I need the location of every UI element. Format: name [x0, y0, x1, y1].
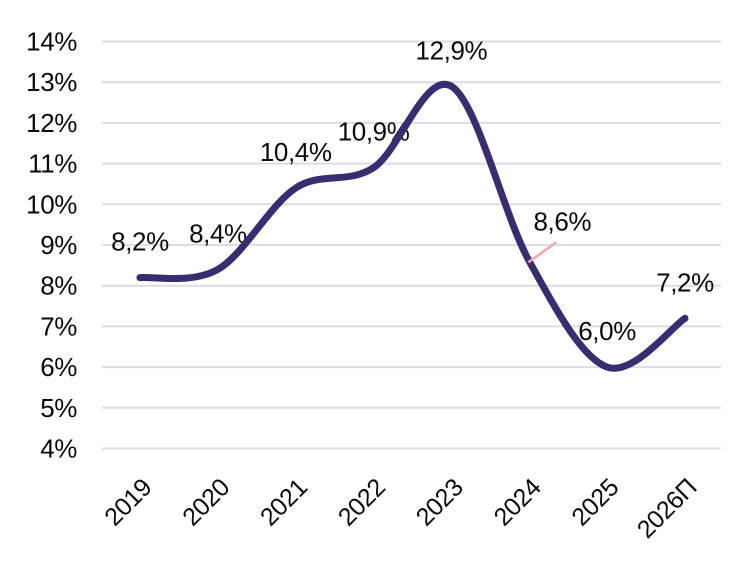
- x-axis-tick-label: 2025: [566, 473, 624, 531]
- x-axis-tick-label: 2024: [489, 473, 547, 531]
- x-axis-tick-label: 2021: [255, 473, 313, 531]
- y-axis-tick-label: 6%: [40, 352, 77, 382]
- data-point-label: 7,2%: [656, 267, 714, 297]
- y-axis-tick-label: 8%: [40, 271, 77, 301]
- y-axis-tick-label: 13%: [26, 67, 77, 97]
- y-axis-tick-label: 11%: [28, 149, 77, 179]
- data-point-label: 10,4%: [260, 137, 332, 167]
- x-axis-tick-label: 2022: [333, 473, 391, 531]
- x-axis-tick-label: 2023: [411, 473, 469, 531]
- y-axis-tick-label: 12%: [26, 108, 77, 138]
- callout-leader-line: [527, 241, 558, 264]
- y-axis-tick-label: 7%: [40, 311, 77, 341]
- x-axis-tick-label: 2019: [99, 473, 157, 531]
- data-point-label: 6,0%: [578, 316, 636, 346]
- y-axis-tick-label: 10%: [26, 189, 77, 219]
- x-axis-tick-label: 2026П: [632, 473, 702, 543]
- data-point-label: 8,6%: [533, 206, 591, 236]
- data-point-label: 12,9%: [416, 35, 488, 65]
- data-point-label: 8,4%: [189, 218, 247, 248]
- x-axis-tick-label: 2020: [177, 473, 235, 531]
- data-point-label: 8,2%: [111, 227, 169, 257]
- y-axis-tick-label: 14%: [26, 27, 77, 57]
- y-axis-tick-label: 9%: [40, 230, 77, 260]
- y-axis-tick-label: 5%: [40, 393, 77, 423]
- y-axis-tick-label: 4%: [40, 434, 77, 464]
- data-series-line: [136, 80, 689, 372]
